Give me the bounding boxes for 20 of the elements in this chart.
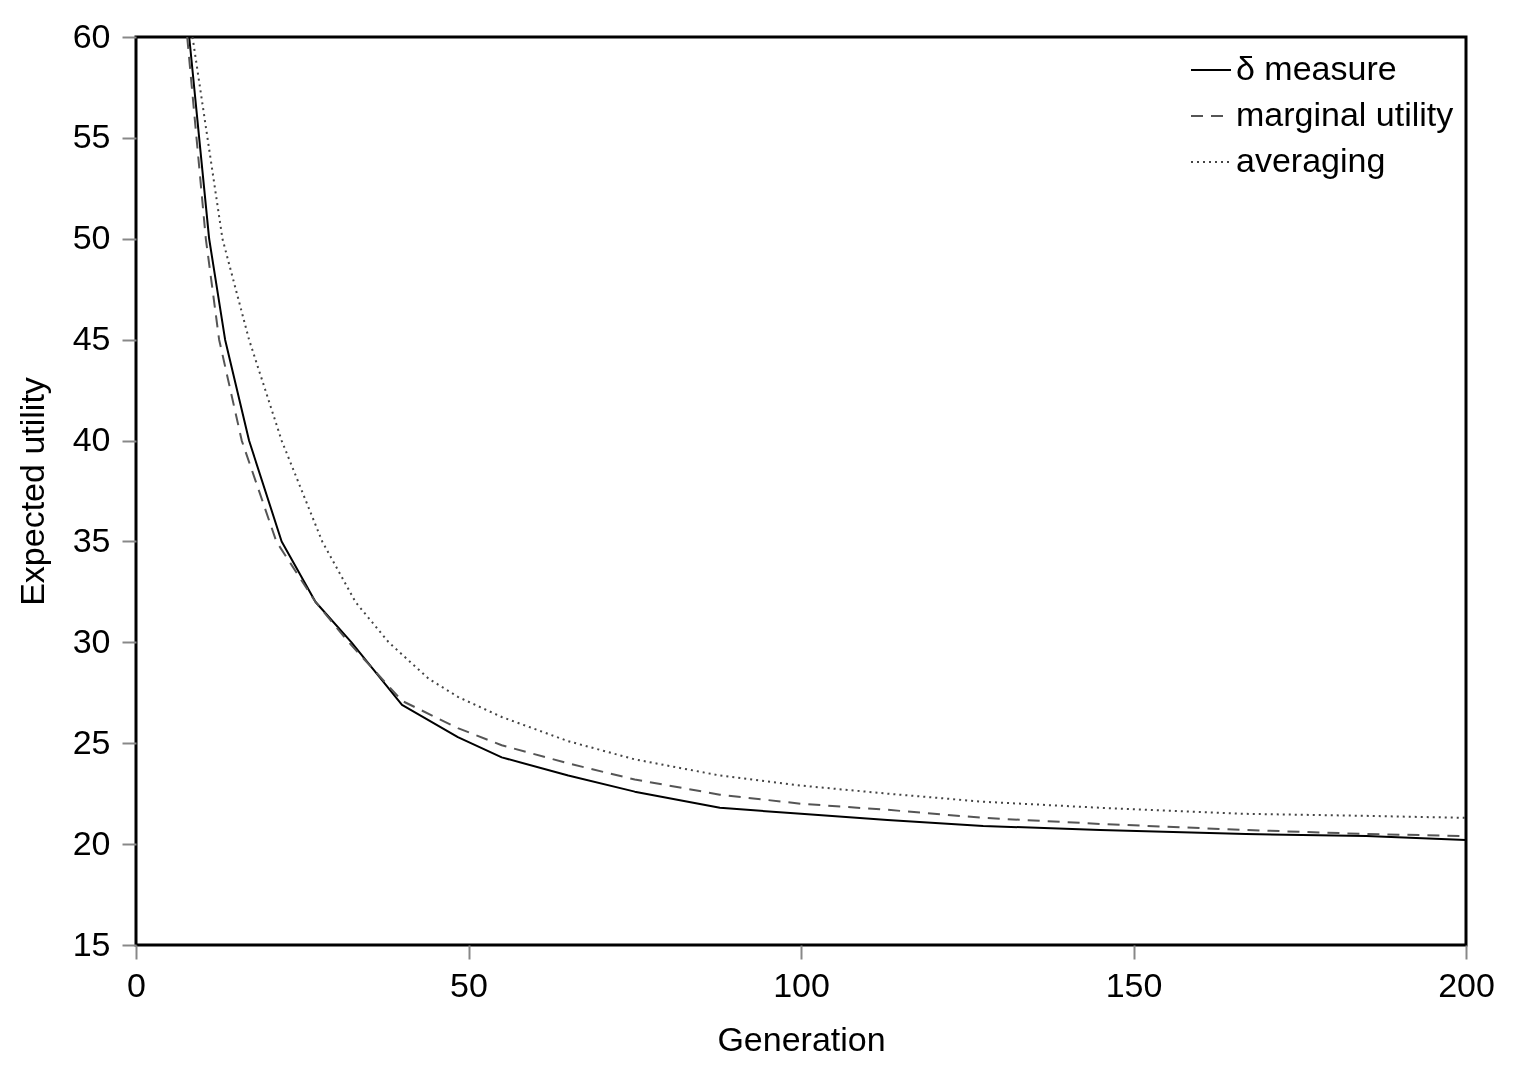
y-axis-title: Expected utility bbox=[12, 377, 51, 606]
x-tick-label: 0 bbox=[127, 965, 146, 1004]
x-tick-label: 150 bbox=[1105, 965, 1163, 1004]
y-tick-label: 30 bbox=[72, 621, 111, 660]
y-tick-label: 60 bbox=[72, 16, 111, 55]
legend-label: marginal utility bbox=[1236, 95, 1454, 133]
y-tick-label: 20 bbox=[72, 823, 111, 862]
y-tick-label: 25 bbox=[72, 722, 111, 761]
y-tick-label: 55 bbox=[72, 117, 111, 156]
x-axis-title: Generation bbox=[717, 1019, 886, 1058]
y-tick-label: 15 bbox=[72, 924, 111, 963]
x-tick-label: 100 bbox=[773, 965, 830, 1004]
y-tick-label: 40 bbox=[72, 420, 111, 459]
y-tick-label: 50 bbox=[72, 218, 111, 257]
legend-label: averaging bbox=[1236, 141, 1386, 179]
y-tick-label: 35 bbox=[72, 520, 111, 559]
legend-label: δ measure bbox=[1236, 49, 1397, 87]
x-tick-label: 200 bbox=[1438, 965, 1495, 1004]
x-tick-label: 50 bbox=[450, 965, 488, 1004]
y-tick-label: 45 bbox=[72, 319, 111, 358]
